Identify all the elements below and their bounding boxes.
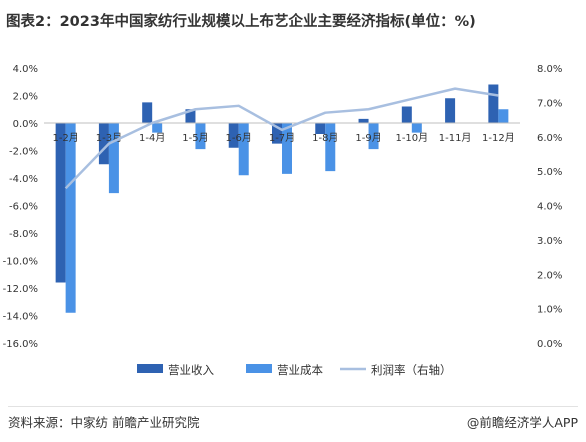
y-right-tick-label: 7.0%: [537, 98, 562, 109]
cost-bar: [238, 123, 249, 176]
revenue-bar: [142, 102, 153, 123]
y-left-tick-label: 4.0%: [13, 64, 38, 75]
y-right-tick-label: 6.0%: [537, 133, 562, 144]
x-tick-label: 1-8月: [312, 132, 338, 144]
y-right-tick-label: 0.0%: [537, 339, 562, 350]
y-right-tick-label: 1.0%: [537, 305, 562, 316]
x-tick-label: 1-7月: [269, 132, 295, 144]
x-tick-label: 1-10月: [395, 132, 428, 144]
cost-bar: [195, 123, 206, 150]
cost-bar: [325, 123, 336, 172]
y-left-tick-label: -4.0%: [9, 174, 38, 185]
revenue-bar: [488, 84, 499, 123]
y-left-tick-label: -8.0%: [9, 229, 38, 240]
y-left-tick-label: -14.0%: [3, 312, 38, 323]
x-tick-label: 1-4月: [139, 132, 165, 144]
cost-bar: [108, 123, 119, 194]
x-tick-label: 1-11月: [439, 132, 472, 144]
legend-cost-label: 营业成本: [277, 363, 323, 377]
y-left-tick-label: 2.0%: [13, 92, 38, 103]
source-note: 资料来源：中家纺 前瞻产业研究院: [8, 415, 200, 430]
cost-bar: [282, 123, 292, 174]
y-right-tick-label: 5.0%: [537, 167, 562, 178]
revenue-bar: [228, 123, 239, 148]
revenue-bar: [401, 106, 412, 123]
revenue-bar: [315, 123, 326, 134]
revenue-bar: [185, 109, 196, 123]
y-left-tick-label: 0.0%: [13, 119, 38, 130]
cost-bar: [152, 123, 163, 133]
revenue-bar: [98, 123, 109, 165]
revenue-bar: [272, 123, 282, 144]
legend-revenue-swatch: [137, 364, 163, 373]
legend-cost-swatch: [246, 364, 272, 373]
y-right-tick-label: 3.0%: [537, 236, 562, 247]
y-left-tick-label: -16.0%: [3, 339, 38, 350]
legend-profit-label: 利润率（右轴）: [371, 363, 452, 377]
chart-title: 图表2：2023年中国家纺行业规模以上布艺企业主要经济指标(单位：%): [6, 14, 476, 30]
y-left-tick-label: -12.0%: [3, 284, 38, 295]
y-right-tick-label: 8.0%: [537, 64, 562, 75]
brand-watermark: @前瞻经济学人APP: [466, 415, 578, 430]
cost-bar: [65, 123, 76, 313]
revenue-bar: [55, 123, 66, 283]
y-right-tick-label: 2.0%: [537, 270, 562, 281]
y-left-tick-label: -6.0%: [9, 202, 38, 213]
x-tick-label: 1-2月: [52, 132, 78, 144]
x-tick-label: 1-12月: [482, 132, 515, 144]
cost-bar: [368, 123, 379, 150]
revenue-bar: [358, 118, 369, 123]
legend-revenue-label: 营业收入: [168, 363, 214, 377]
x-tick-label: 1-5月: [182, 132, 208, 144]
y-left-tick-label: -2.0%: [9, 147, 38, 158]
cost-bar: [411, 123, 422, 133]
footer: 资料来源：中家纺 前瞻产业研究院 @前瞻经济学人APP: [8, 412, 578, 434]
cost-bar: [498, 109, 509, 123]
footer-divider: [8, 406, 578, 407]
y-left-tick-label: -10.0%: [3, 257, 38, 268]
revenue-bar: [445, 98, 456, 123]
y-right-tick-label: 4.0%: [537, 202, 562, 213]
x-tick-label: 1-6月: [226, 132, 252, 144]
x-tick-label: 1-9月: [355, 132, 381, 144]
